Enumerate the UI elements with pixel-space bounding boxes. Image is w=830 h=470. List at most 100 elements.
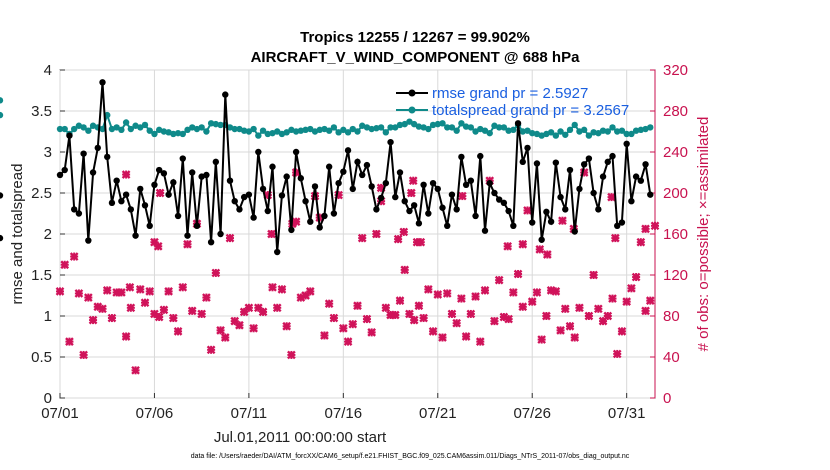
rmse-point [335,179,342,187]
rmse-point [61,166,68,174]
rmse-point [434,185,441,193]
chart-title-line2: AIRCRAFT_V_WIND_COMPONENT @ 688 hPa [251,49,581,66]
y-right-tick-label: 120 [663,267,688,284]
y-left-tick-label: 0 [44,390,52,407]
obs-extra-point [406,188,416,198]
rmse-point [245,191,253,198]
obs-extra-point [503,241,513,251]
totalspread-point [595,129,602,137]
obs-assimilated-point [367,328,377,337]
obs-assimilated-point [235,320,244,330]
totalspread-point [481,127,489,134]
rmse-point [307,218,314,225]
totalspread-point [557,128,564,135]
obs-assimilated-point [348,319,358,329]
y-right-tick-label: 280 [663,103,688,120]
obs-assimilated-point [357,233,367,243]
y-right-tick-label: 200 [663,185,688,202]
rmse-point [174,212,182,220]
obs-extra-point [393,234,403,244]
y-left-tick-label: 0.5 [31,349,52,366]
rmse-point [491,189,498,197]
obs-assimilated-point [537,335,547,344]
obs-assimilated-point [414,301,424,311]
obs-assimilated-point [140,298,150,308]
obs-assimilated-point [239,307,249,317]
totalspread-point [297,127,305,134]
y-right-tick-label: 40 [663,349,680,366]
rmse-point [132,232,139,239]
rmse-point [118,198,125,205]
obs-extra-point [542,250,552,259]
obs-assimilated-point [220,333,230,342]
y-left-tick-label: 1.5 [31,267,52,284]
obs-assimilated-point [395,296,405,305]
obs-assimilated-point [102,286,112,295]
totalspread-point [122,119,130,126]
totalspread-point [566,126,574,134]
obs-assimilated-point [438,333,447,342]
rmse-point [113,177,120,184]
totalspread-point [529,129,536,137]
totalspread-point [259,127,267,134]
rmse-point [151,181,158,188]
rmse-point [189,169,196,176]
rmse-point [264,207,271,215]
obs-assimilated-point [570,333,580,342]
rmse-point [547,218,555,225]
y-axis-left-label: rmse and totalspread [9,164,26,305]
y-left-tick-label: 3 [44,144,52,161]
totalspread-point [425,125,432,133]
rmse-point [472,212,479,220]
data-file-footnote: data file: /Users/raeder/DAI/ATM_forcXX/… [191,453,630,460]
rmse-point [56,171,64,179]
totalspread-point [198,124,205,131]
rmse-point [122,191,130,198]
obs-extra-point [518,239,528,249]
rmse-point [410,202,418,209]
totalspread-point [245,128,253,135]
rmse-point [529,219,536,226]
x-axis-ticks: 07/01 07/06 07/11 07/16 07/21 07/26 07/31 [41,393,645,422]
obs-assimilated-point [622,297,632,306]
obs-assimilated-point [617,327,627,336]
rmse-point [179,155,186,162]
obs-assimilated-point [159,305,169,315]
obs-assimilated-point [400,265,410,275]
totalspread-point [330,124,338,131]
rmse-point [576,185,583,193]
obs-extra-point [412,237,422,247]
obs-assimilated-point [55,287,65,296]
rmse-point [311,183,319,190]
rmse-point [595,206,602,213]
obs-assimilated-point [362,314,372,324]
rmse-point [340,168,347,175]
rmse-point [330,210,338,217]
totalspread-point [524,127,531,134]
obs-assimilated-point [343,337,353,346]
totalspread-point [354,128,361,135]
rmse-point [274,248,281,256]
rmse-point [425,210,432,217]
rmse-point [392,193,399,201]
rmse-point [325,163,333,170]
totalspread-point [56,125,64,133]
obs-assimilated-point [60,260,70,270]
rmse-point [510,222,517,229]
obs-assimilated-point [126,303,136,313]
obs-extra-point [408,176,418,186]
y-right-tick-label: 320 [663,62,688,79]
obs-assimilated-point [518,302,528,312]
rmse-point [637,177,645,184]
rmse-point [585,155,593,162]
totalspread-point [505,127,512,134]
obs-assimilated-point [305,287,315,296]
rmse-point [316,224,323,231]
rmse-point [94,144,101,152]
rmse-point [571,228,578,235]
obs-assimilated-point [154,312,164,322]
x-tick-label: 07/26 [513,405,551,422]
rmse-point [387,138,394,146]
obs-assimilated-point [551,287,561,296]
rmse-point [533,160,541,167]
